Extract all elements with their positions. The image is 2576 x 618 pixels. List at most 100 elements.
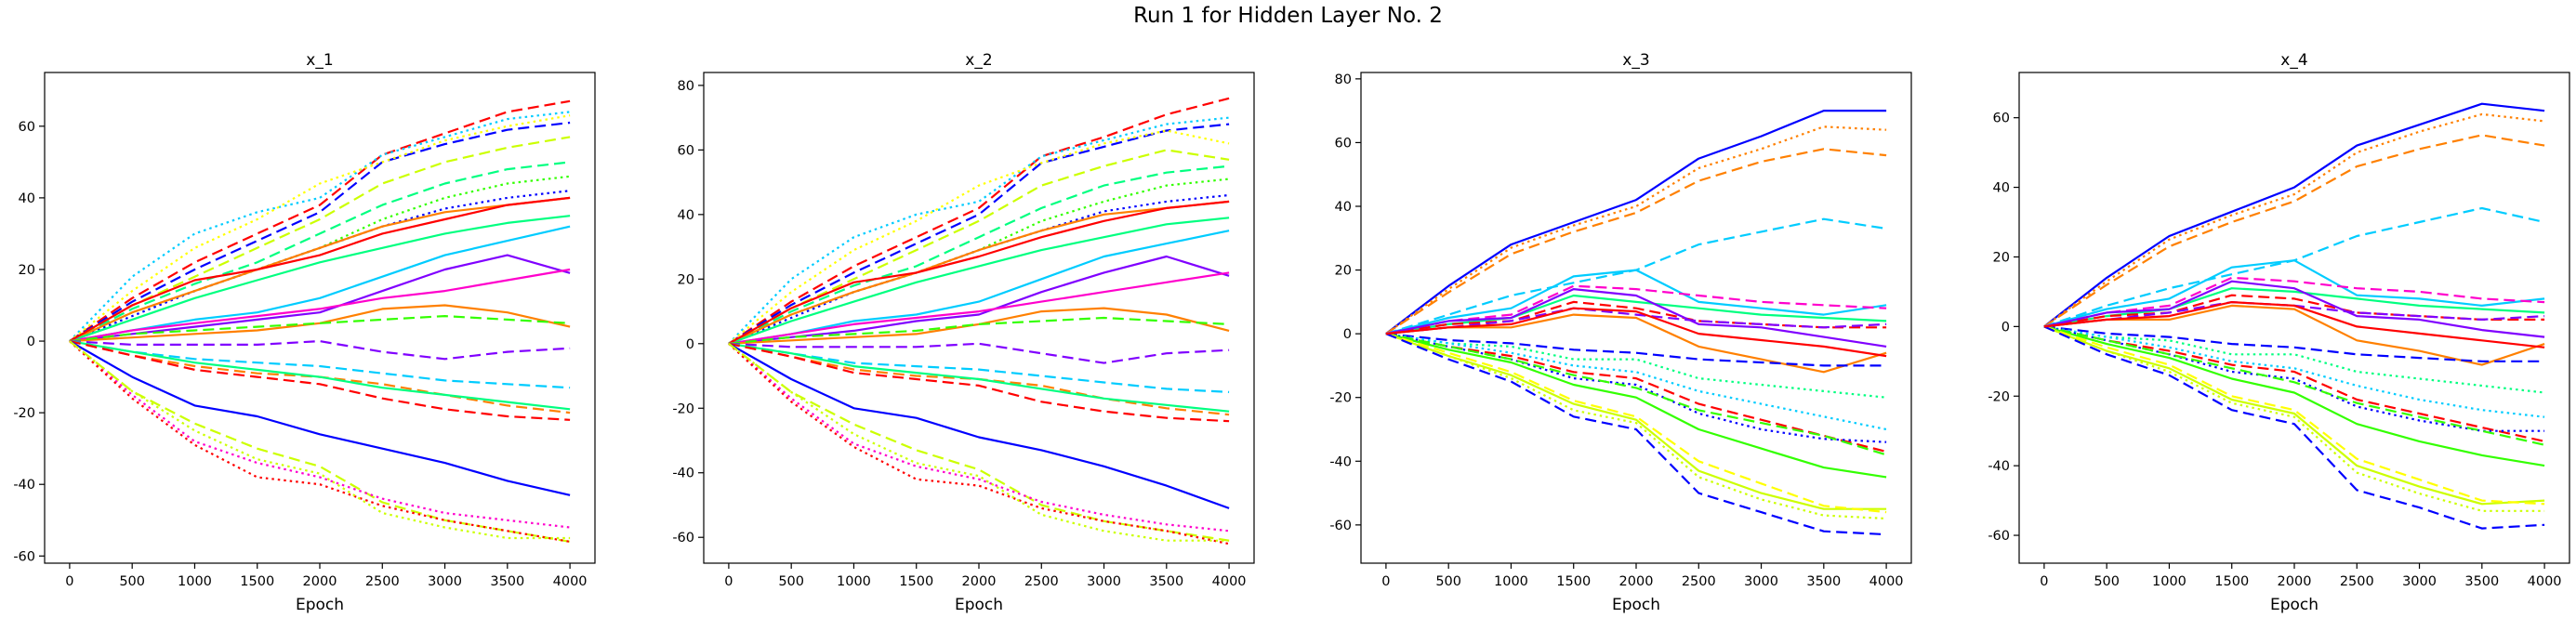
series-line-20 (2043, 325, 2545, 506)
series-line-23 (728, 342, 1230, 542)
series-line-16 (2043, 325, 2545, 467)
series-line-10 (69, 215, 571, 343)
y-tick-label: 60 (19, 120, 35, 135)
series-line-14 (2043, 325, 2545, 442)
x-tick-label: 0 (1381, 574, 1390, 589)
x-tick-label: 1000 (1494, 574, 1528, 589)
series-line-20 (1385, 333, 1887, 514)
x-tick-label: 0 (2040, 574, 2048, 589)
series-line-3 (2043, 134, 2545, 328)
series-line-4 (728, 129, 1230, 345)
x-tick-label: 2000 (1619, 574, 1654, 589)
series-line-1 (2043, 102, 2545, 328)
x-axis-label: Epoch (1612, 596, 1660, 614)
series-line-14 (1385, 333, 1887, 454)
y-tick-label: -20 (13, 406, 35, 421)
x-tick-label: 1500 (899, 574, 933, 589)
series-line-13 (1385, 333, 1887, 431)
series-line-11 (1385, 333, 1887, 367)
series-line-20 (728, 342, 1230, 413)
series-line-18 (2043, 325, 2545, 512)
y-tick-label: 20 (1993, 250, 2010, 265)
x-tick-label: 1500 (240, 574, 274, 589)
x-axis-label: Epoch (296, 596, 344, 614)
series-line-17 (69, 340, 571, 361)
x-tick-label: 500 (1435, 574, 1461, 589)
y-tick-label: 60 (678, 143, 694, 158)
series-line-10 (1385, 313, 1887, 374)
series-line-11 (728, 230, 1230, 345)
x-tick-label: 3500 (2464, 574, 2499, 589)
subplot-title: x_4 (2280, 51, 2307, 70)
series-line-17 (1385, 333, 1887, 456)
y-tick-label: 80 (678, 79, 694, 94)
x-tick-label: 3500 (1149, 574, 1183, 589)
y-tick-label: 0 (27, 335, 35, 349)
series-line-2 (728, 123, 1230, 345)
x-tick-label: 2500 (1024, 574, 1059, 589)
series-line-14 (728, 271, 1230, 345)
series-line-13 (2043, 325, 2545, 418)
figure-title: Run 1 for Hidden Layer No. 2 (1133, 4, 1443, 28)
series-line-4 (69, 114, 571, 342)
series-line-3 (1385, 148, 1887, 335)
x-tick-label: 2000 (962, 574, 997, 589)
series-line-17 (2043, 325, 2545, 446)
series-line-5 (1385, 269, 1887, 335)
series-line-25 (69, 340, 571, 543)
series-line-21 (2043, 325, 2545, 530)
x-axis-label: Epoch (955, 596, 1003, 614)
series-line-16 (69, 315, 571, 343)
subplot-3: 0 500 1000 1500 2000 2500 3000 3500 4000 -60 -40 -2… (1329, 51, 1912, 614)
x-tick-label: 2500 (365, 574, 400, 589)
y-tick-label: -40 (13, 478, 35, 493)
series-line-5 (69, 136, 571, 343)
x-tick-label: 4000 (2528, 574, 2562, 589)
series-line-16 (728, 316, 1230, 345)
y-tick-label: -60 (1329, 519, 1352, 533)
series-line-16 (1385, 333, 1887, 479)
series-line-24 (69, 340, 571, 529)
series-line-11 (69, 225, 571, 343)
y-tick-label: 0 (686, 337, 694, 352)
series-line-13 (69, 254, 571, 343)
y-tick-label: -40 (1329, 454, 1352, 469)
series-line-26 (728, 342, 1230, 542)
y-tick-label: -20 (1329, 391, 1352, 406)
y-tick-label: 20 (678, 272, 694, 287)
series-line-1 (1385, 109, 1887, 335)
series-line-19 (2043, 325, 2545, 506)
series-line-18 (728, 342, 1230, 393)
x-tick-label: 4000 (1212, 574, 1247, 589)
y-tick-label: -60 (672, 531, 694, 546)
series-line-21 (1385, 333, 1887, 536)
series-line-6 (2043, 276, 2545, 328)
series-line-21 (69, 340, 571, 421)
x-tick-label: 1000 (178, 574, 212, 589)
y-tick-label: 20 (19, 263, 35, 278)
x-axis-label: Epoch (2270, 596, 2318, 614)
series-group (728, 97, 1230, 546)
series-line-9 (728, 200, 1230, 345)
series-group (69, 99, 571, 543)
x-tick-label: 2500 (2340, 574, 2374, 589)
series-line-2 (69, 121, 571, 343)
series-line-6 (69, 161, 571, 343)
x-tick-label: 3500 (1806, 574, 1841, 589)
y-tick-label: -60 (1988, 529, 2010, 544)
subplot-title: x_2 (965, 51, 992, 70)
series-line-19 (1385, 333, 1887, 510)
series-line-5 (2043, 259, 2545, 328)
y-tick-label: 40 (1993, 181, 2010, 196)
y-tick-label: 40 (1335, 200, 1352, 215)
series-line-9 (1385, 288, 1887, 348)
y-tick-label: -40 (672, 467, 694, 481)
y-tick-label: 0 (2001, 320, 2010, 335)
x-tick-label: 4000 (553, 574, 588, 589)
x-tick-label: 0 (724, 574, 733, 589)
series-group (1385, 109, 1887, 536)
series-line-15 (69, 304, 571, 343)
subplot-2: 0 500 1000 1500 2000 2500 3000 3500 4000 -60 -40 -2… (672, 51, 1255, 614)
